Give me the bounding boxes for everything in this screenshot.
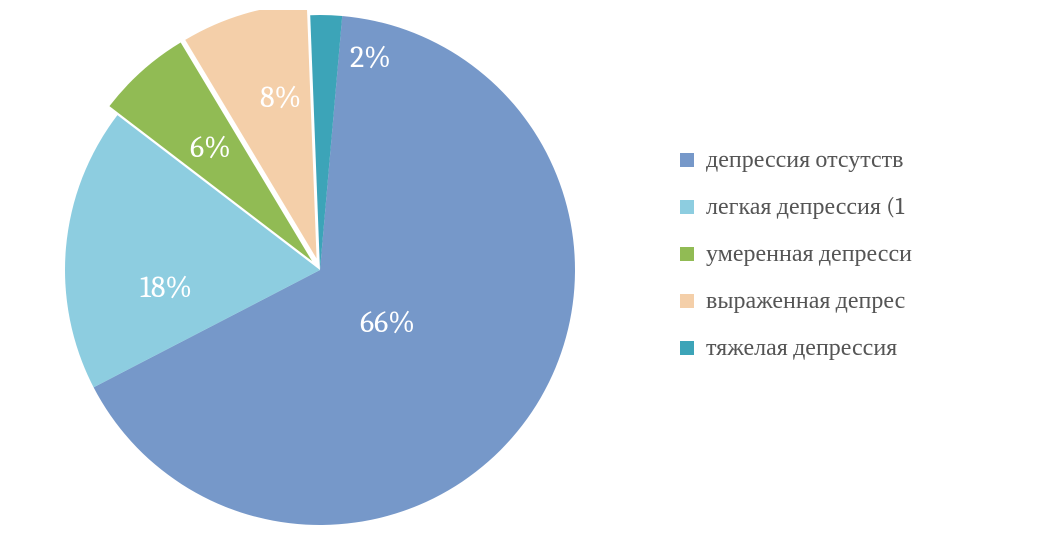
legend-label-0: депрессия отсутств — [706, 145, 903, 174]
legend-label-4: тяжелая депрессия — [706, 333, 897, 362]
legend-row-0: депрессия отсутств — [680, 145, 1038, 174]
legend-swatch-1 — [680, 200, 694, 214]
legend-label-2: умеренная депресси — [706, 239, 912, 268]
legend-label-3: выраженная депрес — [706, 286, 905, 315]
legend-row-1: легкая депрессия (1 — [680, 192, 1038, 221]
chart-container: 66% 18% 6% 8% 2% депрессия отсутств легк… — [0, 0, 1038, 545]
legend-row-2: умеренная депресси — [680, 239, 1038, 268]
legend-swatch-0 — [680, 153, 694, 167]
legend-swatch-2 — [680, 247, 694, 261]
legend-swatch-3 — [680, 294, 694, 308]
legend-row-4: тяжелая депрессия — [680, 333, 1038, 362]
pie-chart: 66% 18% 6% 8% 2% — [60, 10, 580, 530]
slice-label-4: 2% — [350, 40, 391, 75]
pie-svg — [60, 10, 580, 530]
slice-label-2: 6% — [190, 130, 231, 165]
legend-row-3: выраженная депрес — [680, 286, 1038, 315]
legend-swatch-4 — [680, 341, 694, 355]
legend: депрессия отсутств легкая депрессия (1 у… — [680, 145, 1038, 380]
slice-label-0: 66% — [360, 305, 415, 340]
legend-label-1: легкая депрессия (1 — [706, 192, 904, 221]
slice-label-3: 8% — [260, 80, 301, 115]
slice-label-1: 18% — [140, 270, 192, 305]
